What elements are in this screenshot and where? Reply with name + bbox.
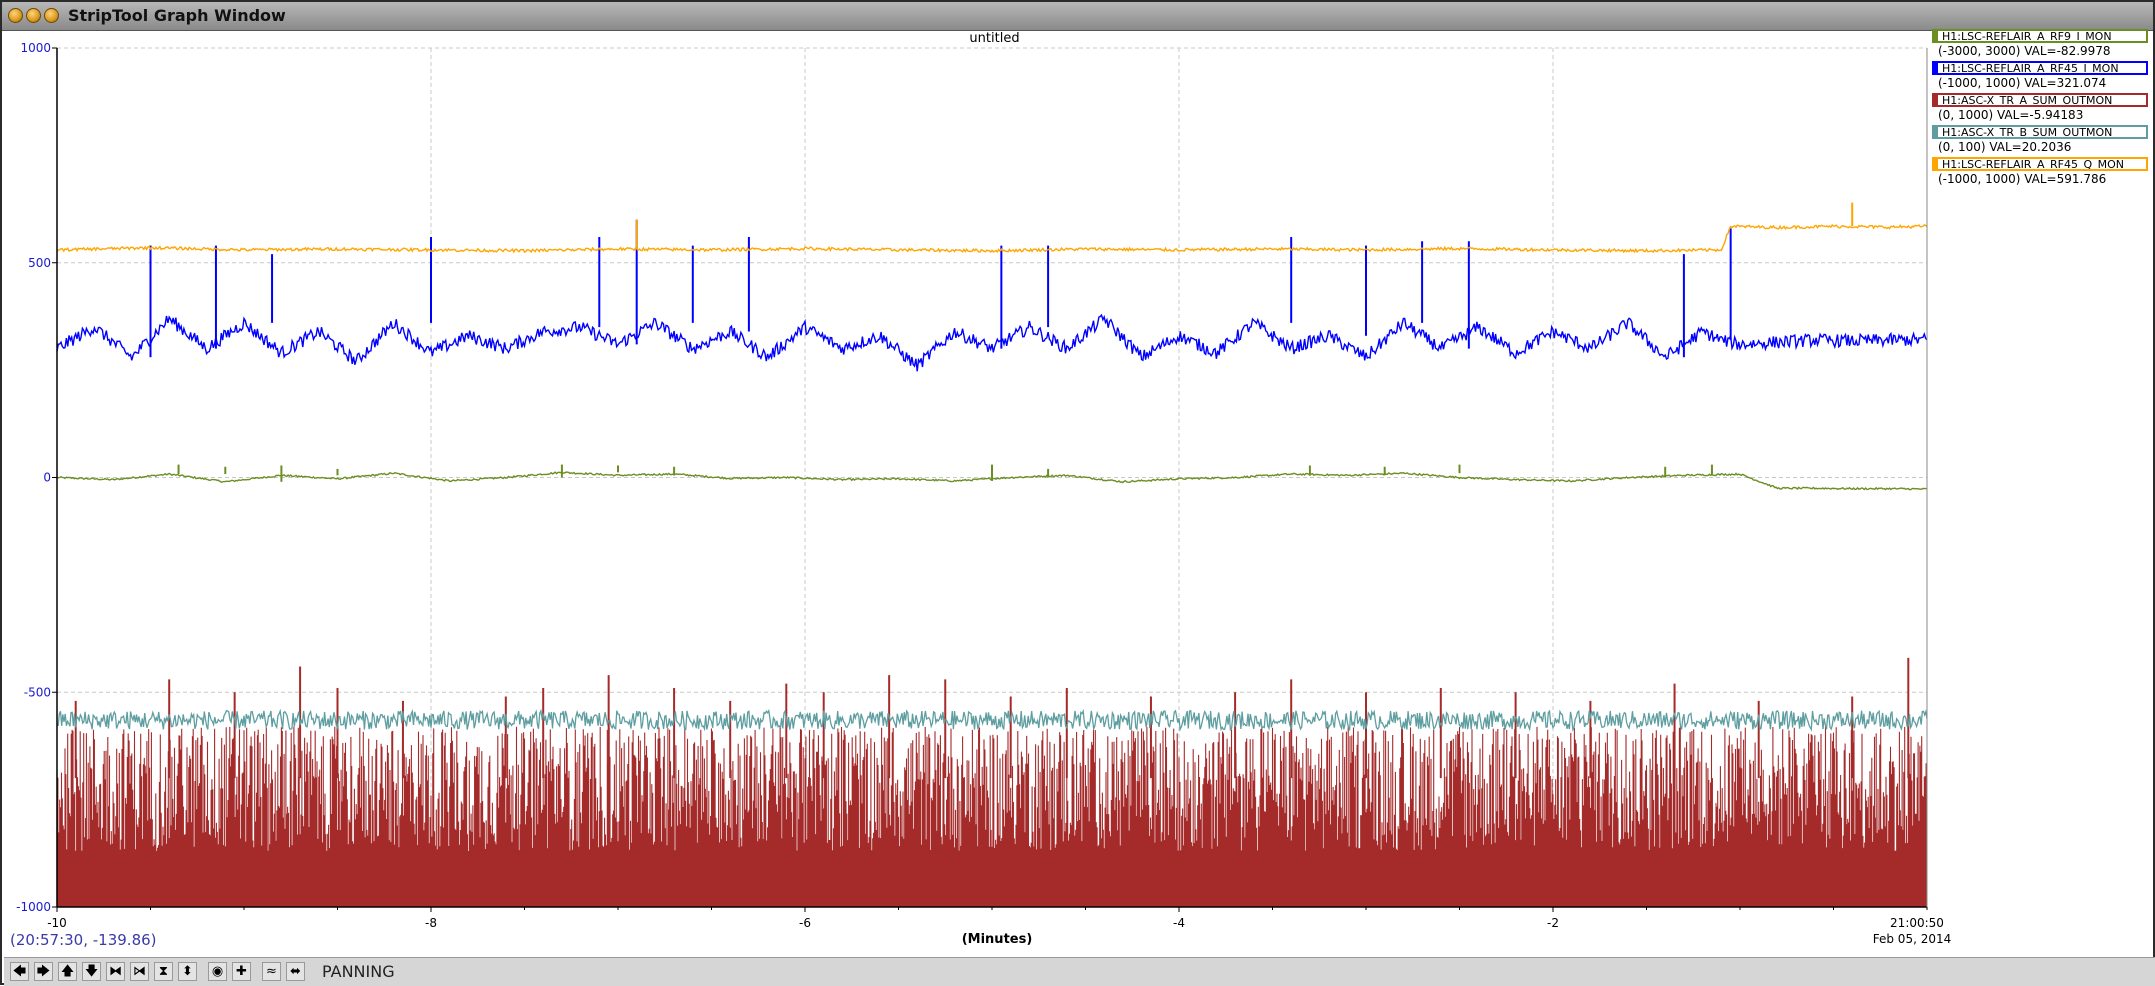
- series-5: [56, 202, 1928, 254]
- chart-title: untitled: [969, 31, 1020, 46]
- pan-mode-button[interactable]: ⬌: [286, 962, 305, 981]
- window-title: StripTool Graph Window: [68, 6, 286, 25]
- auto-scale-button[interactable]: ◉: [208, 962, 227, 981]
- series-line: [56, 708, 1928, 732]
- maximize-window-icon[interactable]: [44, 8, 59, 23]
- end-date-label: Feb 05, 2014: [1873, 932, 1952, 946]
- x-tick-label: -8: [425, 916, 437, 930]
- y-tick-label: -1000: [16, 900, 51, 914]
- close-window-icon[interactable]: [8, 8, 23, 23]
- legend-series-name[interactable]: H1:LSC-REFLAIR_A_RF45_Q_MON: [1932, 157, 2148, 171]
- x-tick-label: -2: [1547, 916, 1559, 930]
- legend-series-range: (-1000, 1000) VAL=591.786: [1938, 172, 2107, 186]
- legend-series-name[interactable]: H1:ASC-X_TR_A_SUM_OUTMON: [1932, 93, 2148, 107]
- pan-right-button[interactable]: 🡆: [34, 962, 53, 981]
- legend-item[interactable]: H1:ASC-X_TR_B_SUM_OUTMON (0, 100) VAL=20.…: [1932, 125, 2152, 157]
- strip-chart[interactable]: -1000 -500 0 500 1000 -10 -8 -6 -4 -2 21:00:50 Feb …: [2, 30, 2153, 955]
- refresh-button[interactable]: ≈: [262, 962, 281, 981]
- legend-series-range: (-3000, 3000) VAL=-82.9978: [1938, 44, 2111, 58]
- legend: H1:LSC-REFLAIR_A_RF9_I_MON (-3000, 3000) …: [1932, 29, 2152, 189]
- pan-left-button[interactable]: 🡄: [10, 962, 29, 981]
- mode-label: PANNING: [322, 962, 395, 981]
- series-2: [56, 219, 1928, 372]
- cursor-coordinates: (20:57:30, -139.86): [10, 931, 157, 949]
- end-time-label: 21:00:50: [1890, 916, 1944, 930]
- y-tick-label: 0: [43, 471, 51, 485]
- series-4: [56, 708, 1928, 732]
- legend-series-range: (0, 1000) VAL=-5.94183: [1938, 108, 2084, 122]
- legend-item[interactable]: H1:ASC-X_TR_A_SUM_OUTMON (0, 1000) VAL=-5…: [1932, 93, 2152, 125]
- reset-button[interactable]: ✚: [232, 962, 251, 981]
- zoom-out-y-button[interactable]: ⬍: [178, 962, 197, 981]
- zoom-out-x-button[interactable]: ⧒: [130, 962, 149, 981]
- y-tick-label: 500: [28, 256, 51, 270]
- series-1: [56, 464, 1927, 491]
- legend-item[interactable]: H1:LSC-REFLAIR_A_RF45_I_MON (-1000, 1000)…: [1932, 61, 2152, 93]
- title-bar[interactable]: StripTool Graph Window: [2, 2, 2153, 31]
- zoom-in-y-button[interactable]: ⧗: [154, 962, 173, 981]
- chart-axes: -1000 -500 0 500 1000 -10 -8 -6 -4 -2 21:00:50 Feb …: [16, 41, 1951, 947]
- legend-series-name[interactable]: H1:LSC-REFLAIR_A_RF9_I_MON: [1932, 29, 2148, 43]
- legend-item[interactable]: H1:LSC-REFLAIR_A_RF45_Q_MON (-1000, 1000)…: [1932, 157, 2152, 189]
- legend-series-range: (0, 100) VAL=20.2036: [1938, 140, 2072, 154]
- legend-series-name[interactable]: H1:ASC-X_TR_B_SUM_OUTMON: [1932, 125, 2148, 139]
- y-tick-label: 1000: [20, 41, 51, 55]
- series-3: [56, 657, 1927, 907]
- y-tick-label: -500: [24, 685, 51, 699]
- minimize-window-icon[interactable]: [26, 8, 41, 23]
- x-axis-label: (Minutes): [962, 932, 1033, 947]
- series-layer: [56, 202, 1928, 907]
- x-tick-label: -6: [799, 916, 811, 930]
- x-tick-label: -10: [47, 916, 67, 930]
- legend-series-range: (-1000, 1000) VAL=321.074: [1938, 76, 2107, 90]
- pan-down-button[interactable]: 🡇: [82, 962, 101, 981]
- legend-item[interactable]: H1:LSC-REFLAIR_A_RF9_I_MON (-3000, 3000) …: [1932, 29, 2152, 61]
- zoom-in-x-button[interactable]: ⧓: [106, 962, 125, 981]
- toolbar: PANNING 🡄 🡆 🡅 🡇 ⧓ ⧒ ⧗ ⬍ ◉ ✚ ≈ ⬌: [4, 957, 2155, 986]
- x-tick-label: -4: [1173, 916, 1185, 930]
- series-line: [56, 313, 1928, 372]
- legend-series-name[interactable]: H1:LSC-REFLAIR_A_RF45_I_MON: [1932, 61, 2148, 75]
- series-line: [56, 224, 1928, 254]
- pan-up-button[interactable]: 🡅: [58, 962, 77, 981]
